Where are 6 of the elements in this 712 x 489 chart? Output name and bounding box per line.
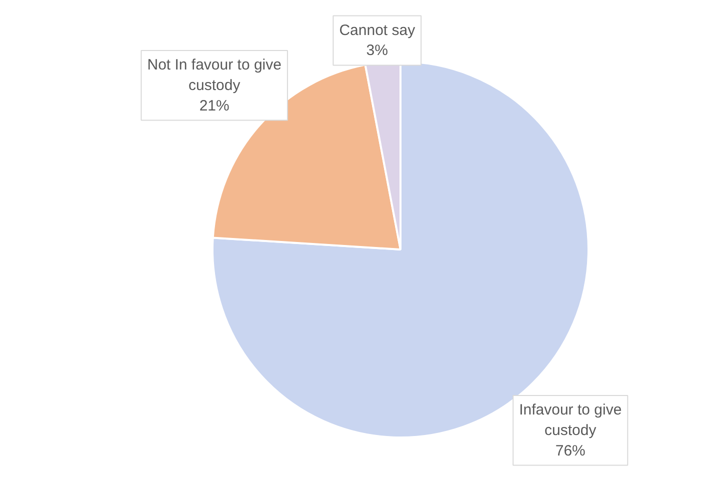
data-label: 21% <box>199 97 230 114</box>
data-label: 76% <box>555 442 586 460</box>
slice-label: Infavour to give custody <box>519 402 622 439</box>
data-label: 3% <box>366 42 388 60</box>
slice-label: Not In favour to give custody <box>147 56 282 94</box>
slice-label: Cannot say <box>339 22 416 39</box>
